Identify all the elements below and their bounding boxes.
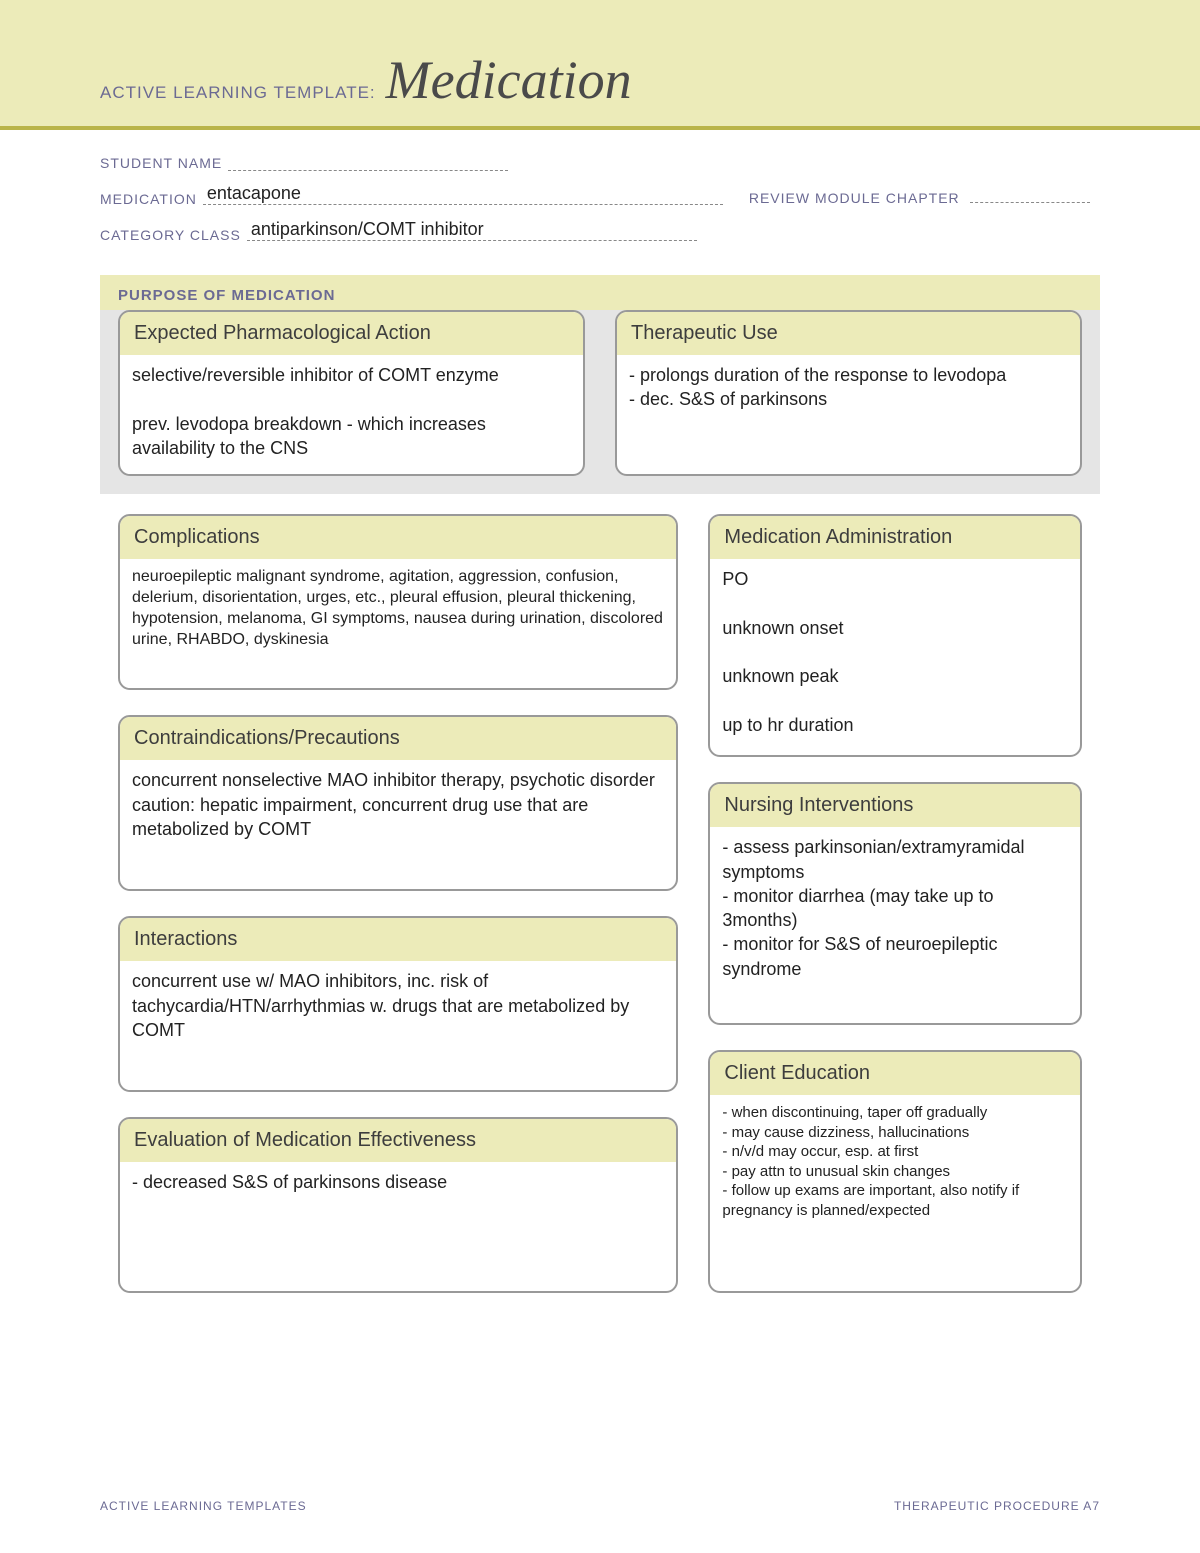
- contraindications-body: concurrent nonselective MAO inhibitor th…: [120, 760, 676, 855]
- interactions-title: Interactions: [120, 918, 676, 961]
- header-band: ACTIVE LEARNING TEMPLATE: Medication: [0, 0, 1200, 130]
- student-name-field[interactable]: [228, 155, 508, 171]
- info-block: STUDENT NAME MEDICATION entacapone REVIE…: [0, 130, 1200, 275]
- evaluation-body: - decreased S&S of parkinsons disease: [120, 1162, 676, 1208]
- complications-title: Complications: [120, 516, 676, 559]
- evaluation-title: Evaluation of Medication Effectiveness: [120, 1119, 676, 1162]
- student-name-label: STUDENT NAME: [100, 155, 222, 171]
- purpose-section-header: PURPOSE OF MEDICATION: [100, 275, 1100, 310]
- therapeutic-use-title: Therapeutic Use: [617, 312, 1080, 355]
- med-admin-body: PO unknown onset unknown peak up to hr d…: [710, 559, 1080, 751]
- contraindications-card: Contraindications/Precautions concurrent…: [118, 715, 678, 891]
- client-edu-card: Client Education - when discontinuing, t…: [708, 1050, 1082, 1293]
- pharm-action-card: Expected Pharmacological Action selectiv…: [118, 310, 585, 476]
- purpose-title: PURPOSE OF MEDICATION: [118, 287, 1082, 304]
- complications-card: Complications neuroepileptic malignant s…: [118, 514, 678, 690]
- pharm-action-body: selective/reversible inhibitor of COMT e…: [120, 355, 583, 474]
- review-field[interactable]: [970, 187, 1090, 203]
- footer-left: ACTIVE LEARNING TEMPLATES: [100, 1499, 307, 1513]
- nursing-title: Nursing Interventions: [710, 784, 1080, 827]
- interactions-body: concurrent use w/ MAO inhibitors, inc. r…: [120, 961, 676, 1056]
- footer: ACTIVE LEARNING TEMPLATES THERAPEUTIC PR…: [100, 1499, 1100, 1513]
- medication-field[interactable]: entacapone: [203, 183, 723, 205]
- contraindications-title: Contraindications/Precautions: [120, 717, 676, 760]
- nursing-body: - assess parkinsonian/extramyramidal sym…: [710, 827, 1080, 995]
- therapeutic-use-body: - prolongs duration of the response to l…: [617, 355, 1080, 426]
- medication-label: MEDICATION: [100, 191, 197, 207]
- complications-body: neuroepileptic malignant syndrome, agita…: [120, 559, 676, 664]
- lower-grid: Complications neuroepileptic malignant s…: [100, 514, 1100, 1293]
- med-admin-card: Medication Administration PO unknown ons…: [708, 514, 1082, 757]
- footer-right: THERAPEUTIC PROCEDURE A7: [894, 1499, 1100, 1513]
- template-title: Medication: [386, 49, 632, 111]
- review-label: REVIEW MODULE CHAPTER: [749, 190, 960, 206]
- pharm-action-title: Expected Pharmacological Action: [120, 312, 583, 355]
- evaluation-card: Evaluation of Medication Effectiveness -…: [118, 1117, 678, 1293]
- category-field[interactable]: antiparkinson/COMT inhibitor: [247, 219, 697, 241]
- category-label: CATEGORY CLASS: [100, 227, 241, 243]
- purpose-wrap: Expected Pharmacological Action selectiv…: [100, 310, 1100, 494]
- med-admin-title: Medication Administration: [710, 516, 1080, 559]
- nursing-card: Nursing Interventions - assess parkinson…: [708, 782, 1082, 1025]
- client-edu-body: - when discontinuing, taper off graduall…: [710, 1095, 1080, 1234]
- therapeutic-use-card: Therapeutic Use - prolongs duration of t…: [615, 310, 1082, 476]
- interactions-card: Interactions concurrent use w/ MAO inhib…: [118, 916, 678, 1092]
- template-type-label: ACTIVE LEARNING TEMPLATE:: [100, 83, 376, 111]
- client-edu-title: Client Education: [710, 1052, 1080, 1095]
